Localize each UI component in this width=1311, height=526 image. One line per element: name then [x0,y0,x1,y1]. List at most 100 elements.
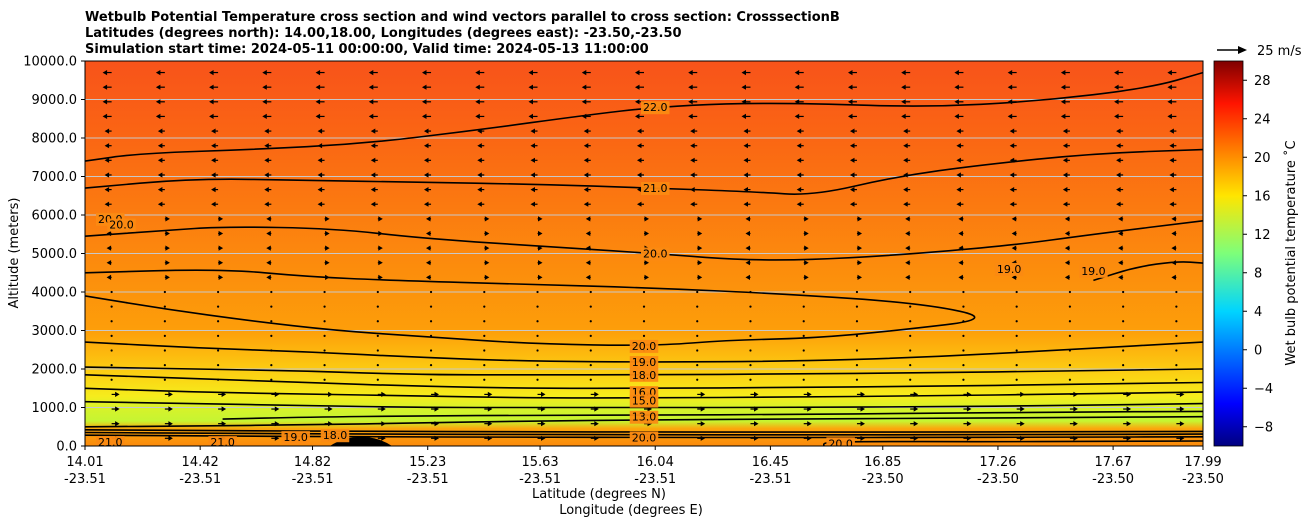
wind-vector [376,349,379,352]
wind-vector-head [211,143,216,149]
wind-vector [216,290,220,294]
wind-vector-head [530,128,535,134]
wind-vector-head [913,421,919,427]
wind-vector [803,391,812,397]
wind-vector-head [1073,391,1078,397]
contour-label-bg [629,394,659,408]
wind-vector-head [262,70,267,76]
contour-label: 20.0 [109,219,134,232]
wind-vector [1122,378,1125,381]
wind-vector [905,230,911,237]
x-tick-label-lon: -23.51 [519,472,561,487]
wind-vector [157,187,165,193]
wind-vector [1118,260,1124,266]
wind-vector-head [1011,274,1017,280]
contour-line-20.0 [85,269,976,346]
wind-vector [376,320,379,323]
wind-vector [377,245,383,251]
wind-vector [102,84,112,90]
wind-vector [477,172,485,178]
wind-vector [697,274,703,280]
wind-vector [802,349,805,352]
wind-vector [323,334,326,337]
wind-vector-head [102,113,108,119]
wind-vector [484,421,493,427]
wind-vector-head [325,260,330,266]
wind-vector-head [700,406,706,412]
wind-vector-head [690,128,695,134]
wind-vector [1069,406,1078,412]
wind-vector [644,274,649,280]
contour-labels: 22.021.020.020.020.019.019.020.019.018.0… [96,101,1108,446]
wind-vector-head [317,187,323,193]
wind-vector-head [325,245,330,251]
wind-vector-head [1020,421,1025,427]
wind-vector [536,305,539,308]
wind-vector [901,70,911,76]
wind-vector-head [1116,128,1121,134]
wind-vector [1169,172,1177,178]
y-tick-label: 3000.0 [32,324,78,339]
wind-vector [1118,216,1124,222]
wind-vector [850,172,857,178]
wind-vector-head [266,245,271,251]
wind-vector-head [209,99,214,105]
wind-vector [1167,84,1177,90]
wind-vector [483,349,486,352]
wind-vector-head [274,435,280,441]
wind-vector [962,364,965,367]
wind-vector-head [954,99,959,105]
wind-vector [956,157,964,163]
wind-vector [850,201,857,207]
wind-vector [266,260,272,266]
wind-vector-head [538,216,543,222]
y-tick-label: 0.0 [56,440,77,455]
chart-title-line-1: Wetbulb Potential Temperature cross sect… [85,10,840,25]
wind-vector [424,187,432,193]
wind-vector-head [157,157,163,163]
wind-vector-head [903,187,908,193]
wind-vector [962,305,965,308]
wind-vector-head [484,260,490,266]
wind-vector-head [1007,113,1013,119]
y-axis-ticks: 0.0 1000.0 2000.0 3000.0 4000.0 5000.0 6000.0 7… [23,55,85,455]
wind-vector [537,216,543,222]
contour-line-16.0 [85,387,1203,399]
wind-vector-head [266,230,271,237]
wind-vector [377,260,383,266]
wind-vector [370,201,378,207]
wind-vector [270,290,273,294]
wind-vector [211,157,219,163]
wind-vector [111,421,120,427]
wind-vector [954,84,964,90]
wind-vector [954,113,964,119]
wind-vector [856,435,865,441]
wind-vector-head [637,143,642,149]
wind-vector-head [754,406,759,412]
contour-label-bg [1079,264,1108,278]
wind-vector [850,128,857,134]
wind-vector [743,128,751,134]
wind-vector [1175,334,1178,337]
wind-vector-head [211,201,216,207]
x-tick-label-lat: 14.01 [66,455,103,470]
x-tick-label-lon: -23.50 [1182,472,1224,487]
wind-vector-head [378,216,383,222]
wind-vector [530,201,538,207]
wind-vector [855,290,859,294]
wind-vector [850,187,857,193]
wind-vector [696,378,699,381]
wind-vector-head [850,172,855,178]
wind-vector-head [901,113,906,119]
wind-vector-head [1179,435,1185,441]
wind-vector [750,406,759,412]
wind-vector-head [426,260,431,266]
wind-vector [324,230,330,237]
wind-vector [1175,290,1178,294]
wind-vector-head [211,128,216,134]
wind-vector [903,143,911,149]
wind-vector-head [690,157,695,163]
wind-vector [963,421,972,427]
wind-vector-head [264,128,269,134]
wind-vector-head [637,157,642,163]
